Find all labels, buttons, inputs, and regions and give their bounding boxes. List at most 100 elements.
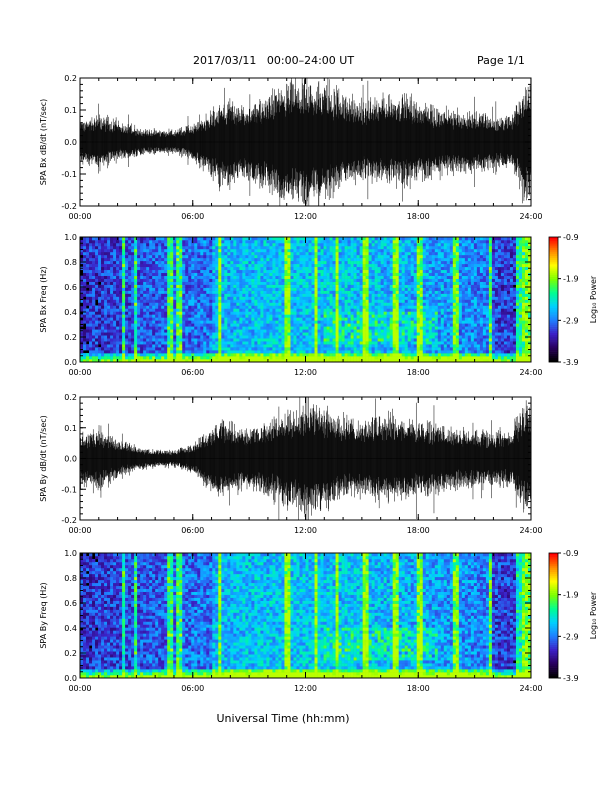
spectrogram-cell xyxy=(362,302,366,306)
spectrogram-cell xyxy=(158,350,162,354)
spectrogram-cell xyxy=(230,281,234,285)
spectrogram-cell xyxy=(176,329,180,333)
spectrogram-cell xyxy=(371,326,375,330)
spectrogram-cell xyxy=(353,320,357,324)
spectrogram-cell xyxy=(155,305,159,309)
spectrogram-cell xyxy=(122,278,126,282)
spectrogram-cell xyxy=(257,257,261,262)
spectrogram-cell xyxy=(179,269,183,274)
spectrogram-cell xyxy=(146,329,150,333)
spectrogram-cell xyxy=(362,266,366,271)
spectrogram-cell xyxy=(191,284,195,288)
spectrogram-cell xyxy=(425,347,430,351)
spectrogram-cell xyxy=(95,263,99,268)
spectrogram-cell xyxy=(164,281,168,285)
spectrogram-cell xyxy=(137,266,141,271)
spectrogram-cell xyxy=(326,335,330,339)
spectrogram-cell xyxy=(236,251,240,256)
spectrogram-cell xyxy=(92,341,96,345)
spectrogram-cell xyxy=(341,266,345,271)
spectrogram-cell xyxy=(179,332,183,336)
spectrogram-cell xyxy=(110,242,114,247)
spectrogram-cell xyxy=(89,272,93,276)
spectrogram-cell xyxy=(347,356,351,360)
spectrogram-cell xyxy=(191,344,195,348)
spectrogram-cell xyxy=(200,350,204,354)
spectrogram-cell xyxy=(383,290,387,294)
spectrogram-cell xyxy=(359,269,363,274)
spectrogram-cell xyxy=(413,347,418,351)
spectrogram-cell xyxy=(302,332,306,336)
spectrogram-cell xyxy=(410,314,415,318)
spectrogram-cell xyxy=(266,296,270,300)
spectrogram-cell xyxy=(362,260,366,265)
spectrogram-cell xyxy=(272,317,276,321)
spectrogram-cell xyxy=(128,278,132,282)
spectrogram-cell xyxy=(269,290,273,294)
spectrogram-cell xyxy=(344,260,348,265)
spectrogram-cell xyxy=(212,257,216,262)
spectrogram-cell xyxy=(224,359,228,363)
spectrogram-cell xyxy=(347,278,351,282)
spectrogram-cell xyxy=(404,314,409,318)
spectrogram-cell xyxy=(296,239,300,244)
spectrogram-cell xyxy=(380,287,384,291)
spectrogram-cell xyxy=(374,248,378,253)
spectrogram-cell xyxy=(287,251,291,256)
spectrogram-cell xyxy=(386,350,390,354)
spectrogram-cell xyxy=(230,257,234,262)
spectrogram-cell xyxy=(251,326,255,330)
spectrogram-cell xyxy=(233,281,237,285)
spectrogram-cell xyxy=(353,269,357,274)
spectrogram-cell xyxy=(242,344,246,348)
spectrogram-cell xyxy=(305,260,309,265)
spectrogram-cell xyxy=(296,338,300,342)
spectrogram-cell xyxy=(236,239,240,244)
spectrogram-cell xyxy=(230,284,234,288)
spectrogram-cell xyxy=(323,260,327,265)
spectrogram-cell xyxy=(305,350,309,354)
spectrogram-cell xyxy=(197,245,201,250)
spectrogram-cell xyxy=(155,257,159,262)
spectrogram-cell xyxy=(113,308,117,312)
spectrogram-cell xyxy=(146,293,150,297)
spectrogram-cell xyxy=(116,314,120,318)
spectrogram-cell xyxy=(134,242,138,247)
spectrogram-cell xyxy=(95,308,99,312)
spectrogram-cell xyxy=(167,305,171,309)
spectrogram-cell xyxy=(398,242,403,247)
spectrogram-cell xyxy=(380,254,384,259)
spectrogram-cell xyxy=(344,290,348,294)
spectrogram-cell xyxy=(314,335,318,339)
spectrogram-cell xyxy=(185,242,189,247)
spectrogram-cell xyxy=(200,251,204,256)
spectrogram-cell xyxy=(404,359,409,363)
spectrogram-cell xyxy=(98,341,102,345)
spectrogram-cell xyxy=(131,326,135,330)
spectrogram-cell xyxy=(188,302,192,306)
spectrogram-cell xyxy=(209,260,213,265)
spectrogram-cell xyxy=(308,275,312,279)
spectrogram-cell xyxy=(239,305,243,309)
spectrogram-cell xyxy=(230,263,234,268)
spectrogram-cell xyxy=(185,344,189,348)
spectrogram-cell xyxy=(383,251,387,256)
spectrogram-cell xyxy=(95,332,99,336)
spectrogram-cell xyxy=(236,317,240,321)
spectrogram-cell xyxy=(212,239,216,244)
spectrogram-cell xyxy=(233,326,237,330)
spectrogram-cell xyxy=(326,275,330,279)
spectrogram-cell xyxy=(422,239,427,244)
spectrogram-cell xyxy=(203,254,207,259)
spectrogram-cell xyxy=(275,239,279,244)
spectrogram-cell xyxy=(131,237,135,241)
spectrogram-cell xyxy=(140,237,144,241)
spectrogram-cell xyxy=(101,341,105,345)
spectrogram-cell xyxy=(110,323,114,327)
spectrogram-cell xyxy=(290,242,294,247)
spectrogram-cell xyxy=(290,251,294,256)
spectrogram-cell xyxy=(359,332,363,336)
spectrogram-cell xyxy=(86,302,90,306)
spectrogram-cell xyxy=(293,290,297,294)
spectrogram-cell xyxy=(347,293,351,297)
